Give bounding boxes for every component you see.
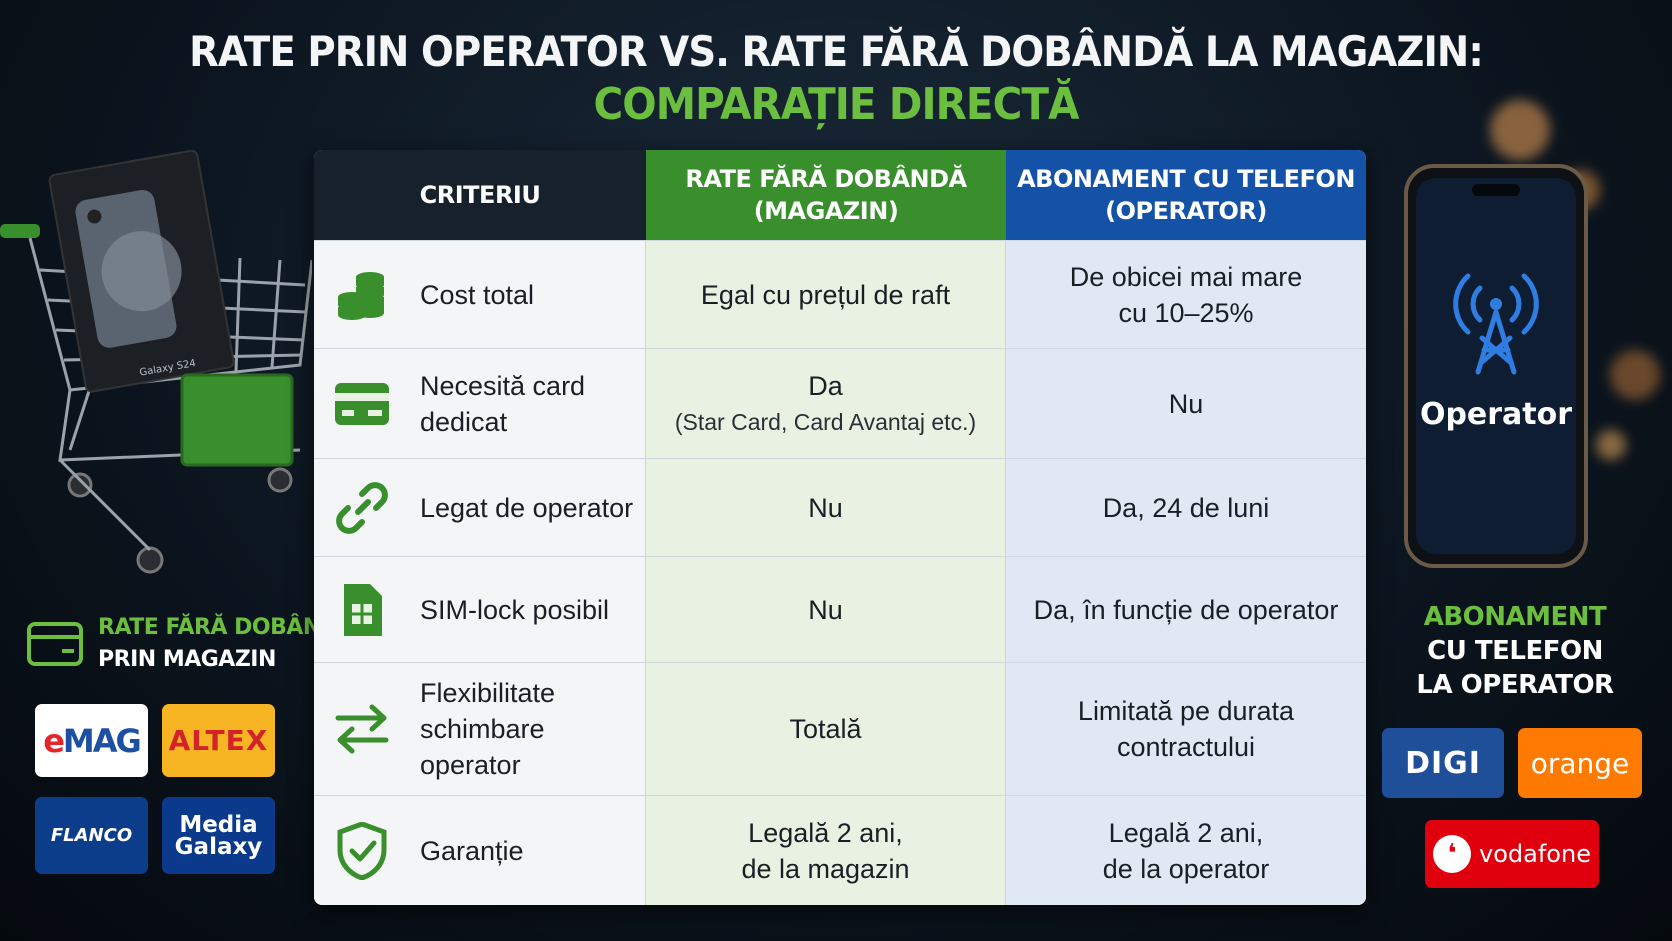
flanco-logo: FLANCO (35, 797, 148, 874)
operator-value-tied: Da, 24 de luni (1006, 458, 1366, 556)
criterion-dedicated-card: Necesită card dedicat (314, 348, 646, 458)
title-line-2: COMPARAȚIE DIRECTĂ (593, 79, 1079, 130)
store-value-flexibility: Totală (646, 662, 1006, 795)
link-icon (334, 480, 390, 536)
emag-logo: e MAG (35, 704, 148, 777)
operator-value-card: Nu (1006, 348, 1366, 458)
shield-check-icon (334, 821, 390, 880)
phone-operator-text: Operator (1420, 397, 1572, 432)
criterion-warranty: Garanție (314, 795, 646, 905)
store-value-cost: Egal cu prețul de raft (646, 240, 1006, 348)
media-galaxy-logo: Media Galaxy (162, 797, 275, 874)
header-operator: ABONAMENT CU TELEFON (OPERATOR) (1006, 150, 1366, 240)
vodafone-logo: ❛ vodafone (1425, 820, 1599, 888)
bokeh-light (1490, 100, 1550, 160)
criterion-sim-lock: SIM-lock posibil (314, 556, 646, 662)
operator-value-flexibility: Limitată pe durata contractului (1006, 662, 1366, 795)
title-line-1: RATE PRIN OPERATOR VS. RATE FĂRĂ DOBÂNDĂ… (189, 27, 1484, 76)
store-value-card: Da (Star Card, Card Avantaj etc.) (646, 348, 1006, 458)
operator-subscription-label: ABONAMENT CU TELEFON LA OPERATOR (1390, 600, 1640, 702)
store-value-warranty: Legală 2 ani, de la magazin (646, 795, 1006, 905)
page-title: RATE PRIN OPERATOR VS. RATE FĂRĂ DOBÂNDĂ… (0, 26, 1672, 132)
bokeh-light (1610, 350, 1660, 400)
smartphone-illustration: Operator (1404, 164, 1588, 568)
header-criteriu: CRITERIU (314, 150, 646, 240)
credit-card-icon (27, 622, 83, 666)
header-store: RATE FĂRĂ DOBÂNDĂ (MAGAZIN) (646, 150, 1006, 240)
store-installments-label: RATE FĂRĂ DOBÂNDĂ PRIN MAGAZIN (26, 612, 356, 676)
criterion-cost-total: Cost total (314, 240, 646, 348)
shopping-cart-illustration: Galaxy S24 (0, 150, 312, 574)
credit-card-icon (334, 376, 390, 432)
store-value-tied: Nu (646, 458, 1006, 556)
comparison-table: CRITERIU RATE FĂRĂ DOBÂNDĂ (MAGAZIN) ABON… (314, 150, 1366, 905)
operator-label-line-3: LA OPERATOR (1416, 670, 1614, 700)
operator-label-line-1: ABONAMENT (1423, 602, 1607, 632)
operator-value-warranty: Legală 2 ani, de la operator (1006, 795, 1366, 905)
bokeh-light (1596, 430, 1626, 460)
vodafone-speechmark-icon: ❛ (1433, 835, 1472, 873)
altex-logo: ALTEX (162, 704, 275, 777)
operator-label-line-2: CU TELEFON (1427, 636, 1603, 666)
store-label-line-1: RATE FĂRĂ DOBÂNDĂ (98, 615, 356, 640)
operator-value-simlock: Da, în funcție de operator (1006, 556, 1366, 662)
swap-arrows-icon (334, 701, 390, 757)
store-value-simlock: Nu (646, 556, 1006, 662)
operator-value-cost: De obicei mai mare cu 10–25% (1006, 240, 1366, 348)
criterion-flexibility: Flexibilitate schimbare operator (314, 662, 646, 795)
digi-logo: DIGI (1382, 728, 1504, 798)
sim-card-icon (334, 582, 390, 638)
coins-icon (334, 267, 390, 323)
store-label-line-2: PRIN MAGAZIN (98, 647, 276, 672)
orange-logo: orange (1518, 728, 1642, 798)
criterion-tied-to-operator: Legat de operator (314, 458, 646, 556)
